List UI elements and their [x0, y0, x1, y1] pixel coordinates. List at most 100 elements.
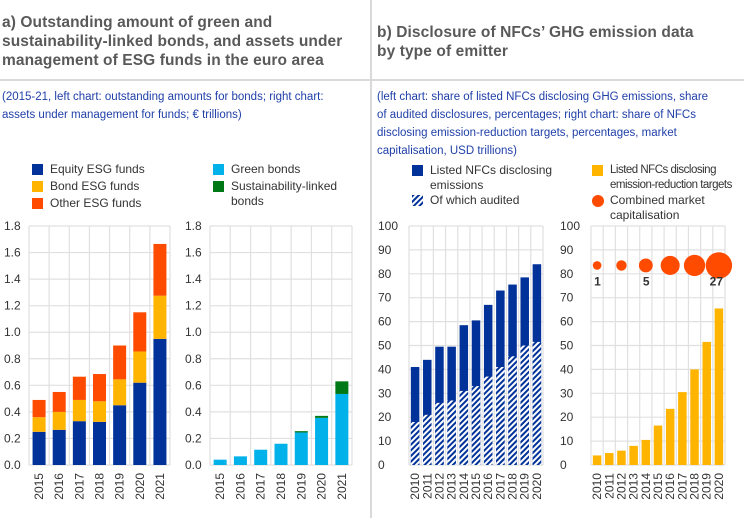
bar-listed-nfcs-disclosing-emission-reduction-targets	[678, 392, 687, 465]
y-tick-label: 40	[378, 362, 392, 376]
bar-green-bonds	[213, 459, 227, 465]
legend-swatch	[32, 181, 43, 192]
subtitle-line: (2015-21, left chart: outstanding amount…	[2, 91, 324, 103]
bar-equity-esg-funds	[133, 382, 147, 465]
legend-label: Green bonds	[231, 162, 301, 176]
legend-listed-nfcs-disclosing-emissions: Listed NFCs disclosing emissions	[412, 163, 552, 193]
bar-green-bonds	[274, 443, 288, 465]
bar-listed-nfcs-disclosing-emission-reduction-targets	[690, 369, 699, 465]
subtitle-line: assets under management for funds; € tri…	[2, 109, 242, 121]
bar-equity-esg-funds	[72, 421, 86, 465]
y-tick-label: 20	[378, 410, 392, 424]
x-tick-label: 2020	[315, 473, 329, 500]
legend-label: bonds	[231, 194, 264, 208]
subtitle-line: (left chart: share of listed NFCs disclo…	[377, 91, 709, 103]
bar-of-which-audited	[447, 400, 456, 465]
y-tick-label: 70	[378, 291, 392, 305]
legend-swatch	[592, 195, 604, 207]
panel-a-subtitle: (2015-21, left chart: outstanding amount…	[2, 88, 324, 124]
y-tick-label: 100	[378, 219, 398, 233]
bar-equity-esg-funds	[93, 421, 106, 465]
chart-esg-funds: 0.0 0.2 0.4 0.6 0.8 1.0 1.2 1.4 1.6 1.8 2015 2016 20…	[4, 219, 171, 500]
bar-bond-esg-funds	[52, 411, 66, 430]
bubble-label: 5	[643, 274, 650, 288]
chart-green-bonds: 0.0 0.2 0.4 0.6 0.8 1.0 1.2 1.4 1.6 1.8 2015 2016 20…	[185, 219, 353, 500]
bar-green-bonds	[294, 432, 308, 465]
y-tick-label: 40	[560, 362, 574, 376]
bar-of-which-audited	[483, 376, 493, 465]
bar-of-which-audited	[532, 341, 542, 465]
x-tick-label: 2010	[590, 473, 604, 500]
x-tick-label: 2018	[688, 473, 702, 500]
x-tick-label: 2011	[420, 473, 434, 499]
y-tick-label: 0.2	[185, 431, 202, 445]
bar-other-esg-funds	[93, 374, 106, 402]
bar-of-which-audited	[520, 345, 529, 465]
y-tick-label: 0.4	[185, 405, 202, 419]
x-tick-label: 2012	[432, 473, 446, 500]
y-tick-label: 20	[560, 410, 574, 424]
x-tick-label: 2018	[93, 473, 107, 500]
bar-equity-esg-funds	[153, 338, 167, 465]
title-line: a) Outstanding amount of green and	[2, 14, 273, 31]
y-tick-label: 10	[378, 434, 392, 448]
x-tick-label: 2019	[294, 473, 308, 500]
panel-b-subtitle: (left chart: share of listed NFCs disclo…	[377, 88, 708, 160]
bar-listed-nfcs-disclosing-emission-reduction-targets	[665, 408, 675, 465]
title-divider	[372, 79, 744, 81]
x-tick-label: 2019	[518, 473, 532, 500]
x-tick-label: 2018	[506, 473, 520, 500]
legend-label: Sustainability-linked	[231, 179, 338, 193]
x-tick-label: 2016	[663, 473, 677, 500]
bar-green-bonds	[335, 393, 349, 465]
bar-listed-nfcs-disclosing-emissions	[423, 359, 432, 465]
legend-listed-nfcs-disclosing-targets: Listed NFCs disclosing emission-reductio…	[592, 163, 732, 193]
legend-label: emission-reduction targets	[610, 179, 732, 191]
x-tick-label: 2012	[614, 473, 628, 500]
bar-green-bonds	[233, 456, 247, 465]
x-tick-label: 2019	[700, 473, 714, 500]
x-tick-label: 2011	[602, 473, 616, 499]
bar-of-which-audited	[459, 390, 469, 465]
y-tick-label: 80	[560, 267, 574, 281]
y-tick-label: 0.2	[4, 431, 21, 445]
x-tick-label: 2014	[639, 473, 653, 500]
subtitle-line: capitalisation, USD trillions)	[377, 145, 517, 157]
bubble-market-cap	[638, 258, 653, 273]
x-tick-label: 2018	[274, 473, 288, 500]
bar-other-esg-funds	[133, 312, 147, 352]
title-divider	[0, 79, 370, 81]
x-tick-label: 2021	[153, 473, 167, 500]
bar-other-esg-funds	[153, 243, 167, 296]
bar-listed-nfcs-disclosing-emission-reduction-targets	[617, 450, 626, 465]
y-tick-label: 0.6	[185, 378, 202, 392]
legend-of-which-audited: Of which audited	[412, 193, 519, 208]
bar-of-which-audited	[410, 421, 420, 465]
panel-b-title: b) Disclosure of NFCs’ GHG emission data…	[377, 23, 694, 61]
title-line: b) Disclosure of NFCs’ GHG emission data	[377, 24, 694, 41]
legend-label: Listed NFCs disclosing	[610, 164, 716, 176]
legend-bond-esg-funds: Bond ESG funds	[32, 179, 140, 194]
panel-a-title: a) Outstanding amount of green and susta…	[2, 13, 342, 70]
legend-other-esg-funds: Other ESG funds	[32, 196, 141, 211]
bar-listed-nfcs-disclosing-emission-reduction-targets	[714, 308, 724, 465]
legend-label: emissions	[430, 178, 484, 192]
y-tick-label: 1.4	[185, 272, 202, 286]
legend-swatch	[412, 165, 423, 176]
hatch-swatch	[412, 195, 423, 206]
legend-swatch	[213, 181, 224, 192]
bar-bond-esg-funds	[113, 379, 127, 406]
x-tick-label: 2021	[335, 473, 349, 500]
legend-swatch	[32, 164, 43, 175]
bar-bond-esg-funds	[72, 399, 86, 422]
y-tick-label: 0	[560, 458, 567, 472]
bar-sustainability-linked-bonds	[294, 431, 308, 433]
y-tick-label: 0.0	[185, 458, 202, 472]
y-tick-label: 0.6	[4, 378, 21, 392]
panel-divider	[370, 0, 372, 518]
bar-listed-nfcs-disclosing-emission-reduction-targets	[702, 341, 711, 465]
x-tick-label: 2013	[445, 473, 459, 500]
legend-label: Combined market	[610, 193, 705, 207]
x-tick-label: 2020	[712, 473, 726, 500]
legend-label: Bond ESG funds	[50, 179, 140, 193]
